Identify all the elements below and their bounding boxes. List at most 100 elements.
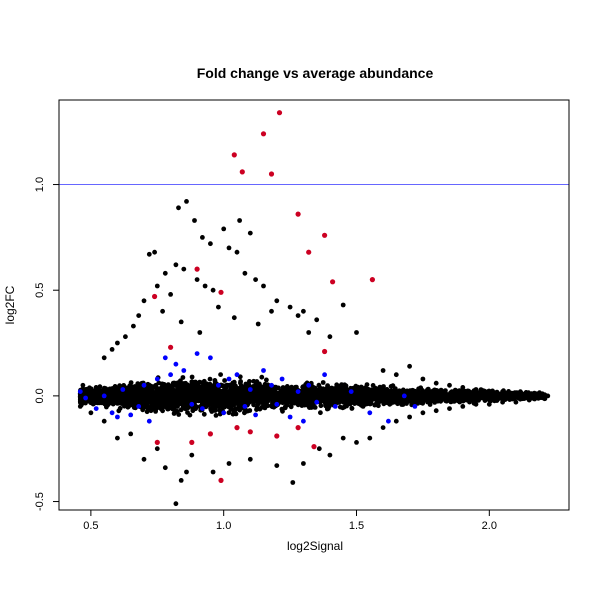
data-point (115, 435, 120, 441)
data-point (349, 405, 355, 411)
data-point (187, 412, 193, 418)
data-point (237, 218, 243, 223)
data-point (400, 388, 406, 394)
data-point (109, 347, 115, 352)
data-point (407, 414, 412, 420)
data-point (358, 384, 364, 390)
data-point (318, 398, 324, 404)
data-point (160, 381, 166, 387)
data-point (189, 381, 195, 387)
data-point (221, 226, 227, 232)
data-point (316, 382, 322, 388)
data-point (108, 394, 114, 400)
data-point (202, 383, 208, 389)
x-axis-label: log2Signal (287, 539, 343, 553)
data-point (362, 400, 368, 406)
data-point (381, 395, 387, 401)
data-point (235, 397, 240, 403)
data-point (261, 283, 266, 289)
data-point (189, 374, 195, 380)
data-point (392, 399, 397, 405)
data-point (340, 435, 346, 441)
data-point (188, 394, 194, 399)
data-point (473, 387, 479, 392)
data-point (173, 395, 179, 401)
x-tick-label: 1.0 (216, 520, 231, 532)
data-point (194, 404, 199, 410)
data-point (121, 395, 127, 400)
data-point (221, 388, 227, 394)
data-point (324, 393, 329, 399)
blue-point (101, 393, 107, 399)
data-point (182, 387, 187, 393)
data-point (253, 277, 258, 282)
blue-point (141, 382, 147, 388)
data-point (373, 397, 379, 402)
data-point (266, 388, 272, 393)
data-point (101, 418, 107, 424)
data-point (109, 387, 115, 393)
highlight-point (268, 171, 275, 177)
data-point (84, 387, 90, 393)
data-point (327, 452, 333, 458)
data-point (218, 372, 224, 377)
data-point (184, 469, 189, 475)
highlight-point (234, 425, 240, 431)
data-point (231, 315, 237, 321)
data-point (261, 402, 267, 407)
highlight-point (231, 152, 237, 158)
data-point (239, 394, 245, 399)
data-point (400, 397, 406, 403)
data-point (154, 391, 160, 397)
data-point (413, 396, 418, 402)
blue-point (109, 410, 115, 416)
data-point (259, 396, 265, 402)
data-point (181, 266, 187, 272)
data-point (483, 394, 489, 399)
data-point (202, 283, 208, 289)
data-point (500, 399, 505, 405)
data-point (153, 401, 159, 407)
data-point (248, 394, 254, 400)
blue-point (221, 410, 227, 416)
data-point (208, 406, 214, 412)
highlight-point (311, 444, 317, 450)
data-point (284, 386, 289, 392)
data-point (545, 393, 551, 399)
data-point (247, 408, 253, 413)
data-point (173, 501, 179, 507)
data-point (225, 403, 230, 408)
blue-point (162, 355, 168, 361)
data-point (147, 382, 152, 388)
data-point (447, 406, 452, 411)
data-point (229, 391, 234, 397)
data-point (314, 317, 320, 323)
data-point (288, 390, 294, 396)
data-point (170, 388, 175, 394)
data-point (284, 402, 290, 408)
data-point (136, 313, 142, 318)
highlight-point (322, 348, 328, 355)
blue-point (247, 387, 253, 392)
data-point (287, 304, 293, 310)
data-point (468, 390, 474, 396)
data-point (362, 390, 368, 396)
data-point (188, 398, 193, 403)
data-point (146, 397, 152, 403)
data-point (168, 292, 174, 297)
data-point (222, 378, 228, 383)
data-point (306, 330, 312, 335)
highlight-point (306, 249, 312, 255)
data-point (238, 379, 244, 384)
data-point (243, 381, 249, 387)
data-point (247, 456, 253, 462)
data-point (123, 334, 128, 340)
plot-frame (58, 99, 570, 511)
data-point (224, 383, 230, 389)
data-point (475, 392, 480, 398)
data-point (269, 308, 274, 314)
data-point (201, 411, 207, 417)
data-point (163, 401, 169, 407)
data-point (247, 379, 252, 384)
blue-point (189, 401, 195, 407)
